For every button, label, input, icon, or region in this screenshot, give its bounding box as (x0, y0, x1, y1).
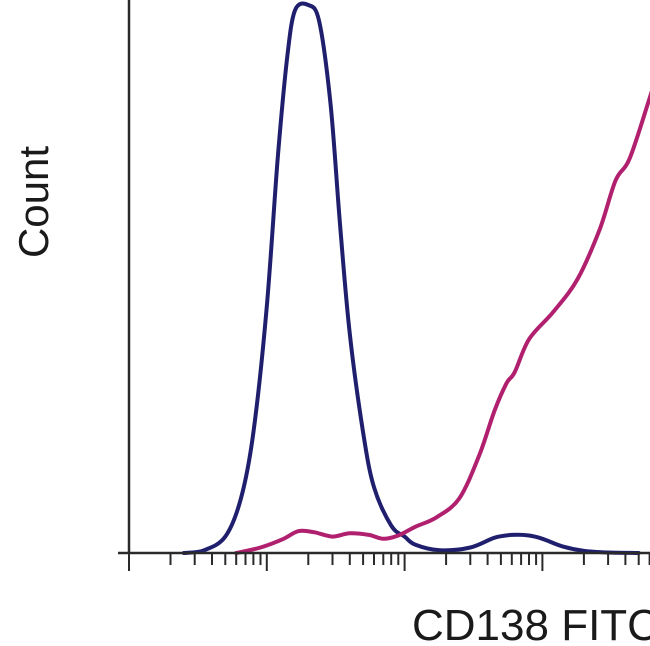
series-line-1 (181, 1, 641, 555)
series-line-2 (234, 90, 650, 555)
y-axis-label: Count (10, 146, 57, 258)
axes-layer (118, 0, 650, 555)
series-layer (181, 1, 650, 555)
x-axis-ticks (128, 553, 650, 571)
x-axis-label: CD138 FITC (412, 601, 650, 646)
